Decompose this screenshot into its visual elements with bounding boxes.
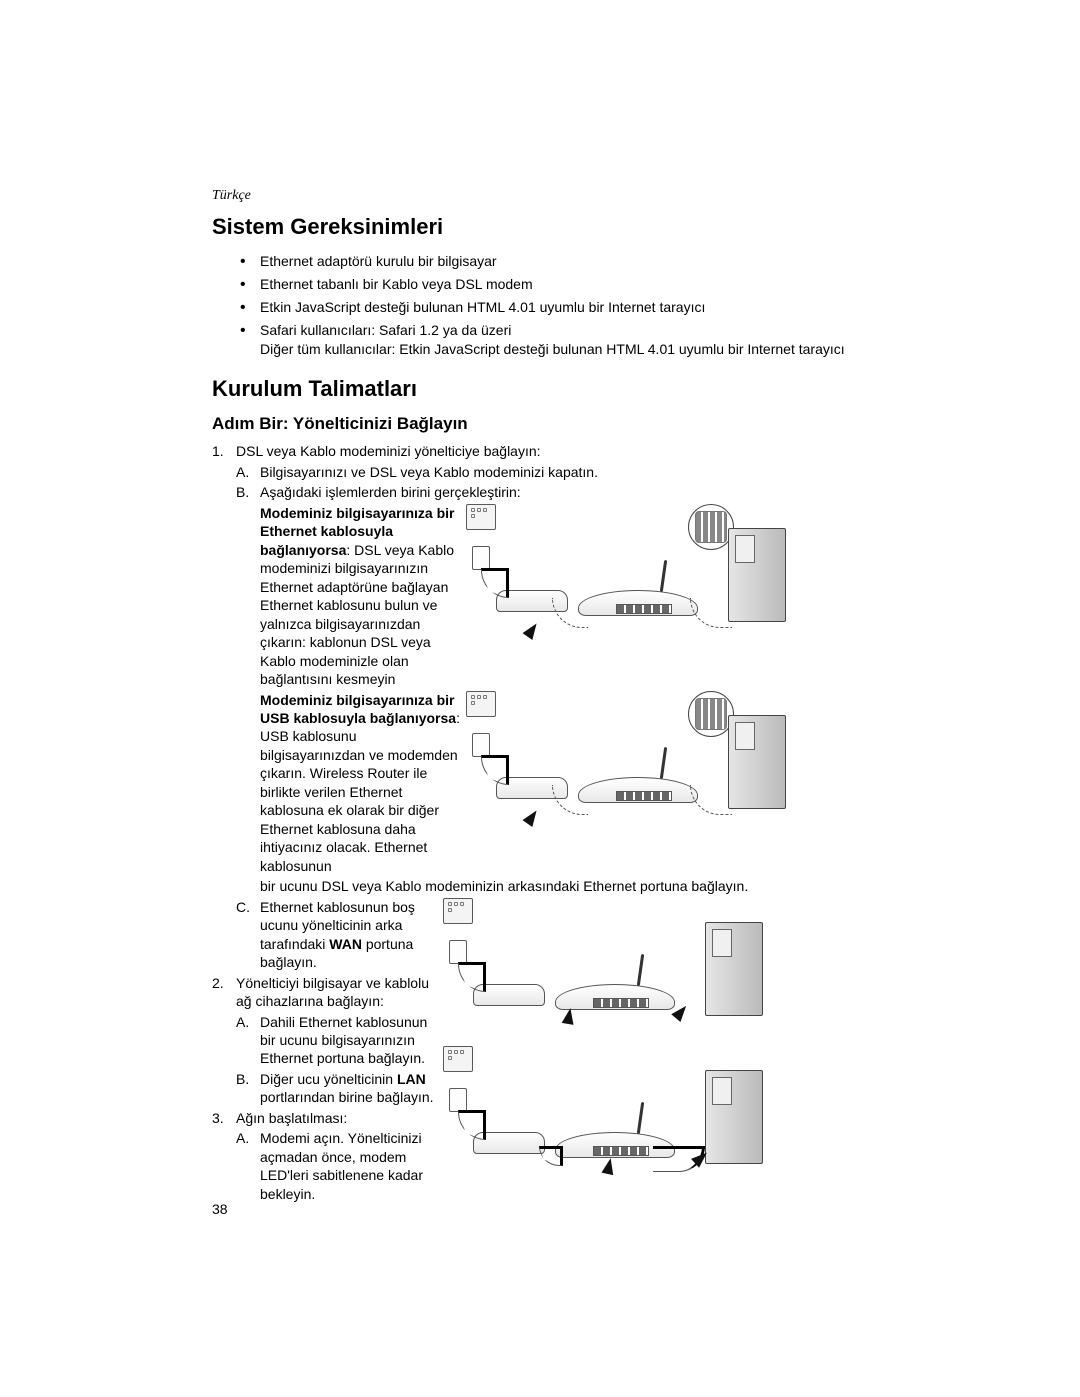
- language-label: Türkçe: [212, 188, 900, 204]
- pc-tower-icon: [705, 922, 763, 1016]
- alpha: C.: [236, 898, 260, 972]
- alpha: A.: [236, 1129, 260, 1203]
- step-2: 2. Yönelticiyi bilgisayar ve kablolu ağ …: [212, 974, 437, 1011]
- arrow-icon: [601, 1157, 616, 1175]
- step1-title: Adım Bir: Yönelticinizi Bağlayın: [212, 414, 900, 434]
- router-icon: [555, 974, 675, 1010]
- num: 3.: [212, 1109, 236, 1127]
- text: Aşağıdaki işlemlerden birini gerçekleşti…: [260, 483, 900, 501]
- text: DSL veya Kablo modeminizi yönelticiye ba…: [236, 442, 900, 460]
- text-wan-col: C. Ethernet kablosunun boş ucunu yönelti…: [212, 898, 437, 1206]
- wall-outlet-icon: [466, 504, 496, 530]
- section-title-requirements: Sistem Gereksinimleri: [212, 214, 900, 240]
- figure-wan-lan: [437, 898, 900, 1206]
- alpha: B.: [236, 1070, 260, 1107]
- text: Bilgisayarınızı ve DSL veya Kablo modemi…: [260, 463, 900, 481]
- list-item: Ethernet adaptörü kurulu bir bilgisayar: [240, 252, 900, 271]
- router-icon: [578, 767, 698, 803]
- step-3: 3. Ağın başlatılması:: [212, 1109, 437, 1127]
- wall-outlet-icon: [466, 691, 496, 717]
- document-page: Türkçe Sistem Gereksinimleri Ethernet ad…: [0, 0, 1080, 1287]
- num: 2.: [212, 974, 236, 1011]
- figure-usb: [460, 691, 900, 876]
- step-1B: B. Aşağıdaki işlemlerden birini gerçekle…: [236, 483, 900, 501]
- connection-diagram-icon: [443, 898, 763, 1038]
- text: : USB kablosunu bilgisayarınızdan ve mod…: [260, 710, 460, 874]
- section-title-installation: Kurulum Talimatları: [212, 376, 900, 402]
- alpha: A.: [236, 1013, 260, 1068]
- list-item: Ethernet tabanlı bir Kablo veya DSL mode…: [240, 275, 900, 294]
- step-2A: A. Dahili Ethernet kablosunun bir ucunu …: [236, 1013, 437, 1068]
- text: Diğer ucu yönelticinin LAN portlarından …: [260, 1070, 437, 1107]
- list-item: Etkin JavaScript desteği bulunan HTML 4.…: [240, 298, 900, 317]
- text: Ağın başlatılması:: [236, 1109, 437, 1127]
- arrow-icon: [522, 807, 541, 827]
- page-number: 38: [212, 1201, 228, 1217]
- step-1C: C. Ethernet kablosunun boş ucunu yönelti…: [236, 898, 437, 972]
- num: 1.: [212, 442, 236, 460]
- alpha: B.: [236, 483, 260, 501]
- step-1: 1. DSL veya Kablo modeminizi yönelticiye…: [212, 442, 900, 460]
- text: Yönelticiyi bilgisayar ve kablolu ağ cih…: [236, 974, 437, 1011]
- connection-diagram-icon: [466, 504, 786, 654]
- text-ethernet: Modeminiz bilgisayarınıza bir Ethernet k…: [260, 504, 460, 689]
- alpha: A.: [236, 463, 260, 481]
- row-ethernet: Modeminiz bilgisayarınıza bir Ethernet k…: [212, 504, 900, 689]
- wall-outlet-icon: [443, 898, 473, 924]
- router-icon: [578, 580, 698, 616]
- phone-jack-icon: [449, 1088, 467, 1112]
- phone-jack-icon: [449, 940, 467, 964]
- text: : DSL veya Kablo modeminizi bilgisayarın…: [260, 542, 454, 687]
- step-3A: A. Modemi açın. Yönelticinizi açmadan ön…: [236, 1129, 437, 1203]
- pc-tower-icon: [705, 1070, 763, 1164]
- pc-tower-icon: [728, 715, 786, 809]
- figure-ethernet: [460, 504, 900, 689]
- text: Modemi açın. Yönelticinizi açmadan önce,…: [260, 1129, 437, 1203]
- arrow-icon: [522, 620, 541, 640]
- step-2B: B. Diğer ucu yönelticinin LAN portlarınd…: [236, 1070, 437, 1107]
- usb-continue: bir ucunu DSL veya Kablo modeminizin ark…: [260, 877, 900, 895]
- wall-outlet-icon: [443, 1046, 473, 1072]
- arrow-icon: [562, 1007, 577, 1025]
- requirements-list: Ethernet adaptörü kurulu bir bilgisayar …: [240, 252, 900, 358]
- row-usb: Modeminiz bilgisayarınıza bir USB kablos…: [212, 691, 900, 876]
- phone-jack-icon: [472, 733, 490, 757]
- phone-jack-icon: [472, 546, 490, 570]
- text: Dahili Ethernet kablosunun bir ucunu bil…: [260, 1013, 437, 1068]
- pc-tower-icon: [728, 528, 786, 622]
- text-usb: Modeminiz bilgisayarınıza bir USB kablos…: [260, 691, 460, 876]
- text: Ethernet kablosunun boş ucunu yönelticin…: [260, 898, 437, 972]
- row-wan: C. Ethernet kablosunun boş ucunu yönelti…: [212, 898, 900, 1206]
- step-1A: A. Bilgisayarınızı ve DSL veya Kablo mod…: [236, 463, 900, 481]
- bold: Modeminiz bilgisayarınıza bir USB kablos…: [260, 692, 456, 726]
- list-item: Safari kullanıcıları: Safari 1.2 ya da ü…: [240, 321, 900, 359]
- connection-diagram-icon: [443, 1046, 763, 1196]
- connection-diagram-icon: [466, 691, 786, 841]
